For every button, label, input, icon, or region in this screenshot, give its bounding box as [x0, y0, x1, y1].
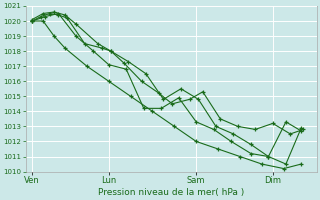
X-axis label: Pression niveau de la mer( hPa ): Pression niveau de la mer( hPa ): [98, 188, 244, 197]
